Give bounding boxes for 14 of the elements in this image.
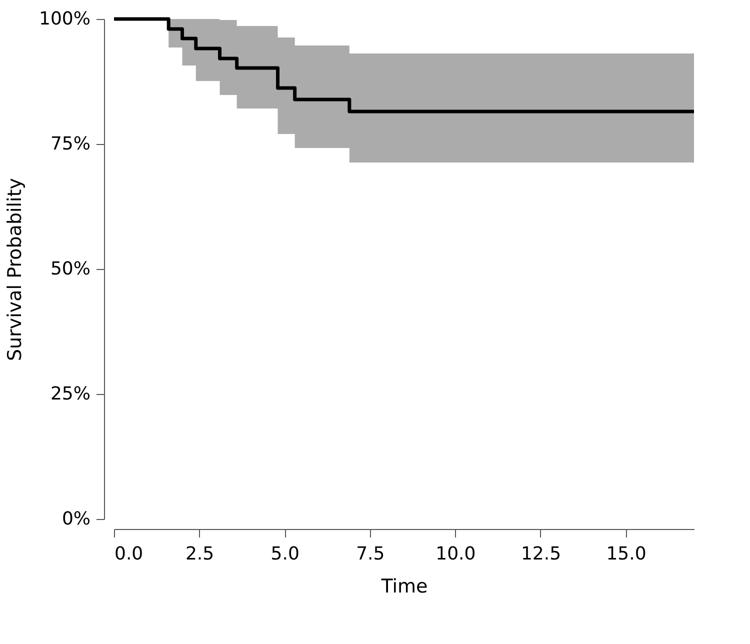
x-tick-label: 2.5 <box>185 544 214 564</box>
x-tick-label: 0.0 <box>114 544 144 564</box>
y-tick-label: 50% <box>50 258 90 280</box>
x-tick-label: 15.0 <box>606 544 646 564</box>
y-axis-title: Survival Probability <box>4 178 26 362</box>
y-tick-label: 25% <box>50 384 90 404</box>
x-tick-label: 7.5 <box>356 544 385 564</box>
x-axis-title: Time <box>380 576 428 598</box>
y-tick-label: 75% <box>50 134 90 154</box>
x-tick-label: 12.5 <box>520 544 562 564</box>
x-tick-label: 10.0 <box>436 544 476 564</box>
y-tick-label: 0% <box>62 508 90 530</box>
x-tick-label: 5.0 <box>270 544 300 564</box>
y-tick-label: 100% <box>39 8 90 30</box>
